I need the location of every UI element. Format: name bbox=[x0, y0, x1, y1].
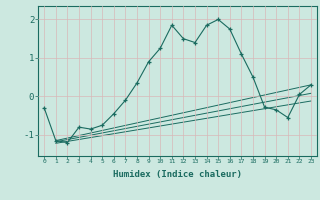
X-axis label: Humidex (Indice chaleur): Humidex (Indice chaleur) bbox=[113, 170, 242, 179]
